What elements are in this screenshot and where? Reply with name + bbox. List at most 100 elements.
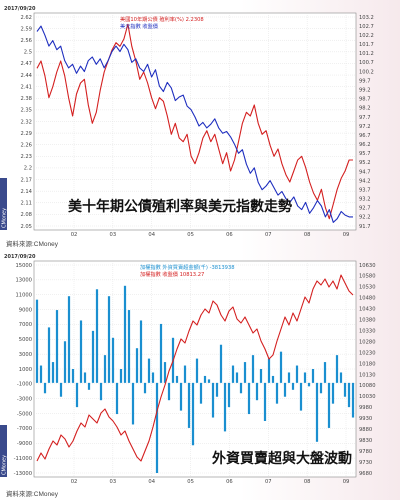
x-tick: 03: [110, 232, 117, 238]
x-tick: 05: [187, 479, 194, 485]
bar-foreign-net: [303, 372, 307, 383]
y-right-tick: 10530: [359, 285, 376, 291]
y-right-tick: 9880: [359, 427, 372, 433]
y-left-tick: 2.62: [20, 15, 32, 21]
y-right-tick: 102.7: [359, 24, 374, 30]
y-right-tick: 96.2: [359, 142, 371, 148]
y-left-tick: 2.35: [20, 108, 32, 114]
bar-foreign-net: [47, 327, 51, 383]
bar-foreign-net: [87, 382, 91, 390]
bar-foreign-net: [83, 372, 87, 383]
bar-foreign-net: [255, 382, 259, 401]
x-tick: 07: [265, 479, 272, 485]
y-left-tick: -3000: [17, 397, 32, 403]
bar-foreign-net: [211, 382, 215, 418]
bar-foreign-net: [111, 337, 115, 383]
brand-label: CMoney: [2, 208, 8, 228]
y-right-tick: 100.2: [359, 69, 374, 75]
bar-foreign-net: [251, 355, 255, 383]
bar-foreign-net: [151, 372, 155, 383]
y-right-tick: 10480: [359, 296, 376, 302]
bar-foreign-net: [203, 375, 207, 383]
chart-foreign-flow-vs-taiex: 2017/09/20 CMoney 15000 13000 11000 9000 7000 5…: [0, 254, 376, 485]
legend-entry: 加權指數 外資買賣超金額(千) -3813938: [140, 263, 235, 271]
bar-foreign-net: [39, 365, 43, 383]
y-right-tick: 96.7: [359, 133, 371, 139]
y-right-tick: 97.2: [359, 124, 371, 130]
y-right-tick: 91.7: [359, 224, 371, 230]
y-left-tick: -11000: [14, 456, 32, 462]
bar-foreign-net: [327, 382, 331, 428]
date-stamp: 2017/09/20: [4, 6, 36, 12]
y-right-tick: 9730: [359, 460, 372, 466]
y-right-tick: 10430: [359, 307, 376, 313]
y-left-tick: 9000: [19, 307, 32, 313]
bar-foreign-net: [283, 382, 287, 397]
y-right-tick: 92.2: [359, 215, 371, 221]
y-left-tick: 7000: [19, 322, 32, 328]
y-left-tick: 2.11: [20, 201, 32, 207]
bar-foreign-net: [279, 351, 283, 383]
bar-foreign-net: [71, 369, 75, 383]
x-tick: 02: [71, 479, 78, 485]
x-tick: 04: [148, 479, 155, 485]
y-right-tick: 98.7: [359, 97, 371, 103]
bar-foreign-net: [287, 372, 291, 383]
bar-foreign-net: [91, 330, 95, 383]
y-right-tick: 97.7: [359, 115, 371, 121]
bar-foreign-net: [339, 372, 343, 383]
y-left-tick: 2.08: [20, 212, 32, 218]
y-left-tick: 2.29: [20, 131, 32, 137]
y-right-tick: 94.7: [359, 169, 371, 175]
y-right-tick: 100.7: [359, 60, 374, 66]
bar-foreign-net: [275, 382, 279, 404]
y-right-tick: 10230: [359, 350, 376, 356]
bar-foreign-net: [159, 323, 163, 383]
bar-foreign-net: [59, 382, 63, 397]
bar-foreign-net: [79, 320, 83, 383]
x-tick: 04: [148, 232, 155, 238]
series-line-left: [36, 23, 353, 220]
y-right-tick: 99.7: [359, 78, 371, 84]
bar-foreign-net: [187, 382, 191, 428]
y-right-tick: 101.7: [359, 42, 374, 48]
y-left-tick: 2.23: [20, 154, 32, 160]
x-tick: 02: [71, 232, 78, 238]
bar-foreign-net: [179, 382, 183, 411]
x-tick: 09: [343, 479, 350, 485]
y-left-tick: 2.5: [24, 50, 32, 56]
source-note-bottom: 資料來源:CMoney: [6, 491, 59, 498]
bar-foreign-net: [263, 382, 267, 421]
y-left-tick: 5000: [19, 337, 32, 343]
y-right-tick: 102.2: [359, 33, 374, 39]
chart-title: 外資買賣超與大盤波動: [212, 450, 352, 467]
bar-foreign-net: [299, 382, 303, 411]
x-tick: 08: [304, 232, 311, 238]
date-stamp: 2017/09/20: [4, 254, 36, 260]
chart-yield-vs-dollar: 2017/09/20 CMoney 2.62 2.59 2.56 2.5 2.47 2.44 2…: [0, 6, 374, 238]
bar-foreign-net: [143, 382, 147, 394]
bar-foreign-net: [311, 369, 315, 383]
y-left-tick: 1000: [19, 367, 32, 373]
brand-tab: CMoney: [0, 425, 8, 477]
bar-foreign-net: [43, 382, 47, 394]
bar-foreign-net: [331, 382, 335, 404]
bar-foreign-net: [291, 382, 295, 390]
bar-foreign-net: [207, 379, 211, 383]
y-left-tick: 11000: [15, 293, 32, 299]
legend-entry: 美元指數 收盤價: [120, 22, 159, 30]
bar-foreign-net: [191, 382, 195, 446]
bar-foreign-net: [51, 362, 55, 383]
bar-foreign-net: [123, 285, 127, 383]
bar-foreign-net: [271, 375, 275, 383]
bar-foreign-net: [323, 362, 327, 383]
bar-foreign-net: [315, 382, 319, 442]
y-left-tick: -13000: [14, 471, 32, 477]
y-right-tick: 9830: [359, 438, 372, 444]
y-left-tick: 13000: [15, 278, 32, 284]
bar-foreign-net: [223, 382, 227, 432]
x-tick: 03: [110, 479, 117, 485]
bar-foreign-net: [107, 296, 111, 383]
